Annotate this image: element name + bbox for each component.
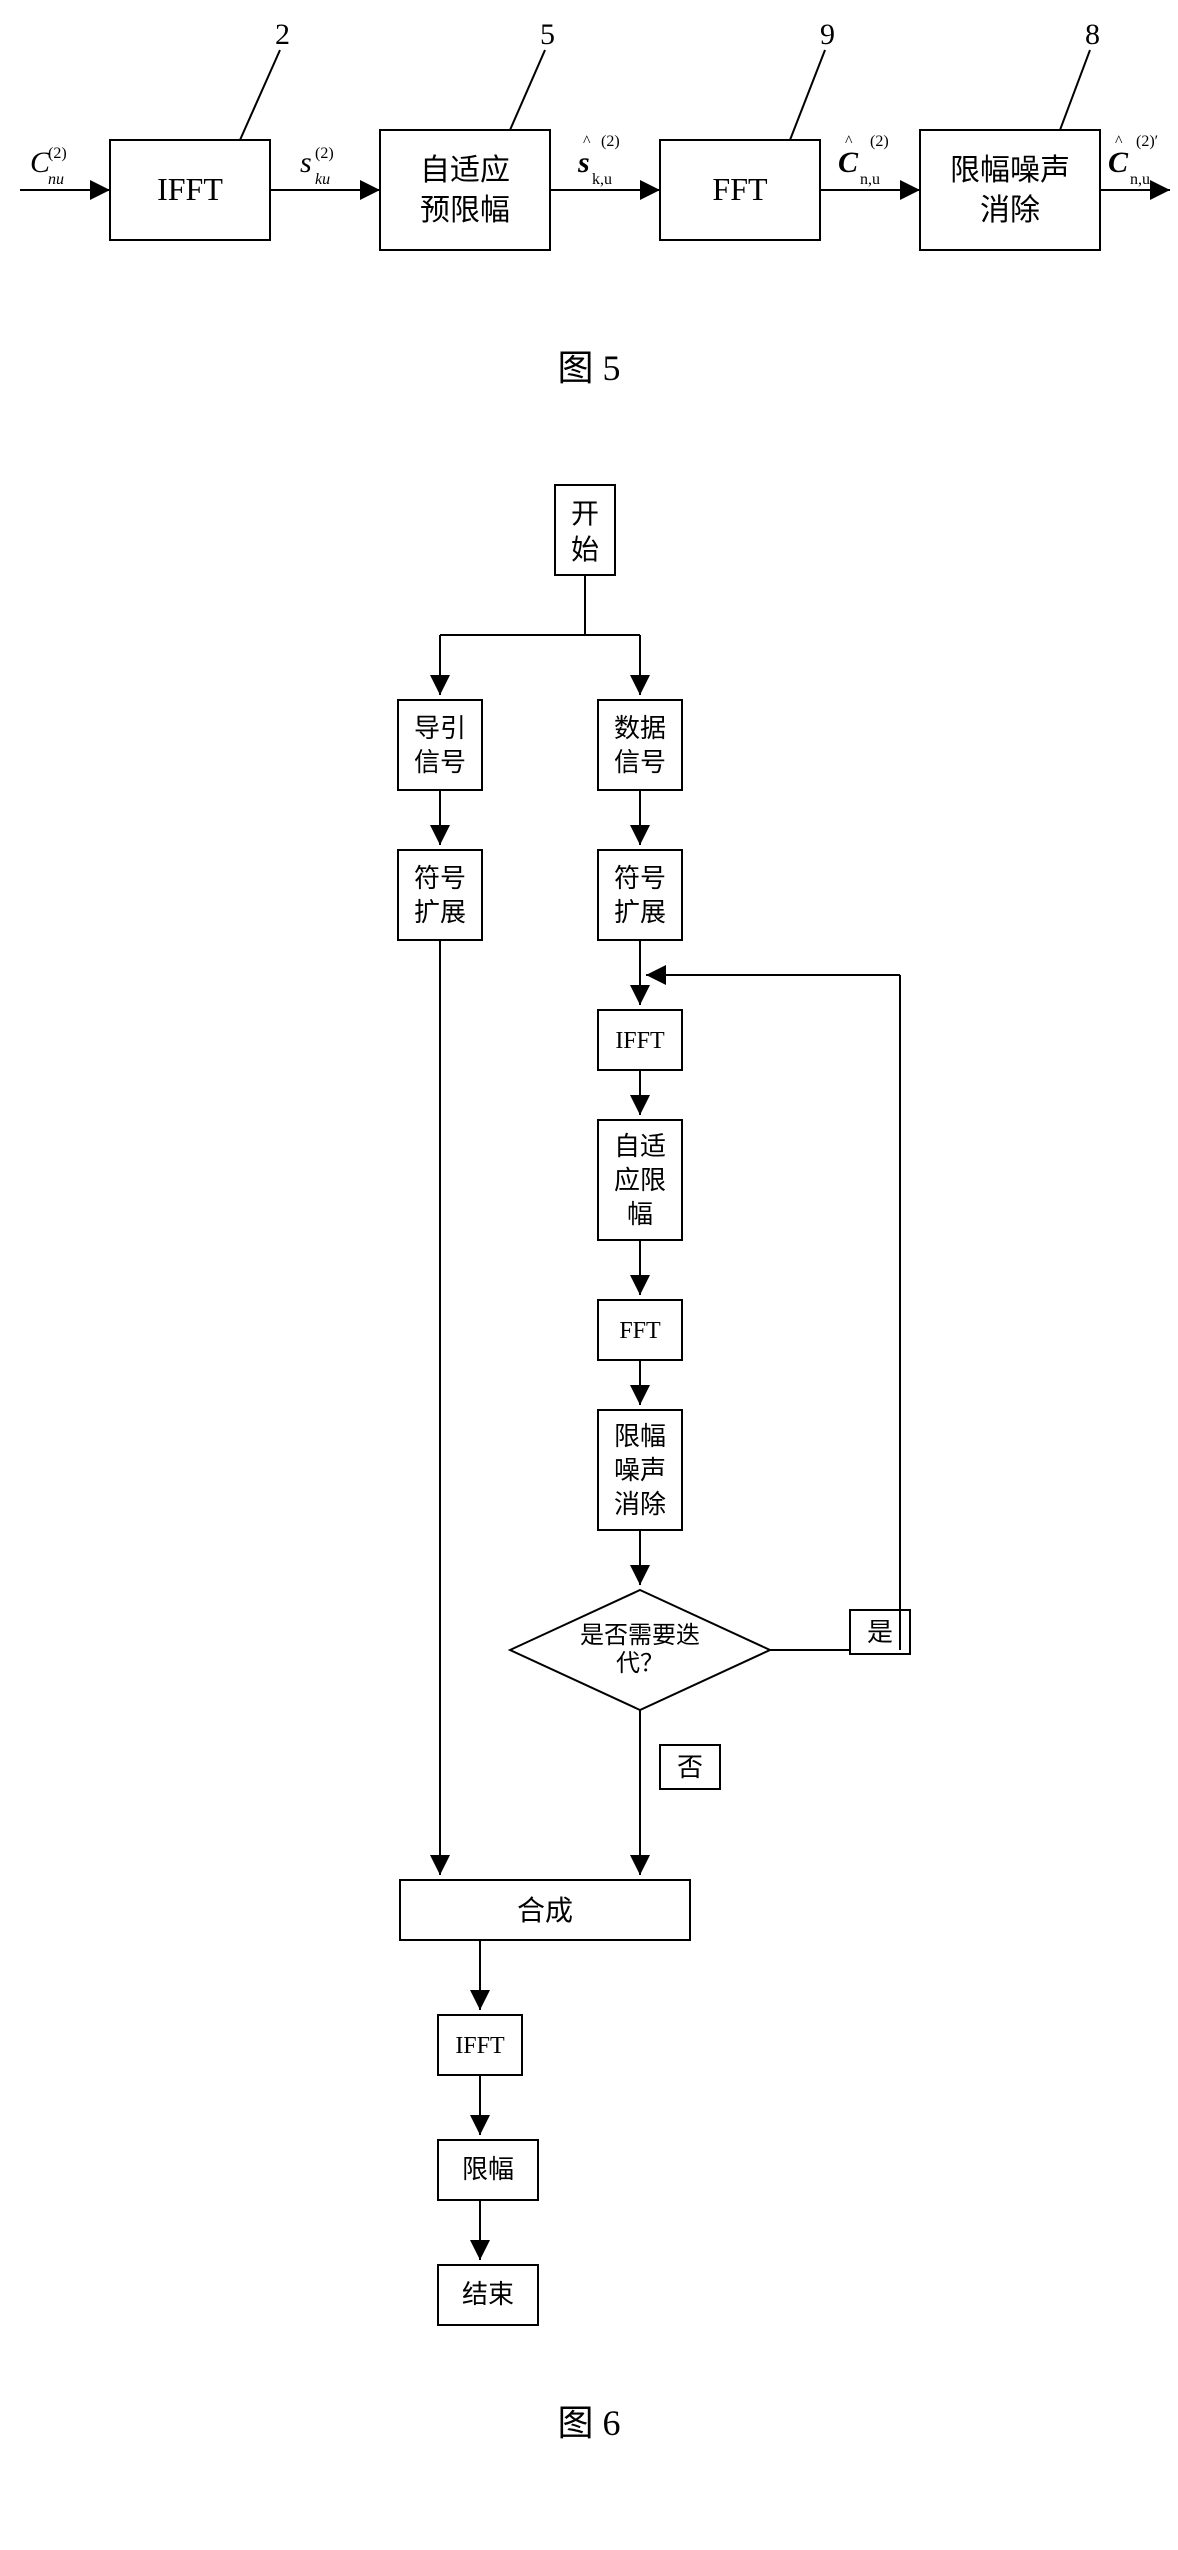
noise6-l1: 限幅 xyxy=(614,1422,666,1451)
signal-1: C (2) nu xyxy=(30,145,67,188)
pilot-l1: 导引 xyxy=(414,714,466,743)
noise-l1: 限幅噪声 xyxy=(950,154,1070,187)
noise6-l2: 噪声 xyxy=(614,1456,666,1485)
signal-4: ^ C (2) n,u xyxy=(838,133,889,188)
adaptive-box xyxy=(380,130,550,250)
symext-l-l2: 扩展 xyxy=(414,898,466,927)
decision-diamond xyxy=(510,1590,770,1710)
svg-text:nu: nu xyxy=(48,171,64,188)
noise6-l3: 消除 xyxy=(614,1490,666,1519)
fig5-caption: 图 5 xyxy=(557,348,620,388)
fft-label: FFT xyxy=(712,171,768,207)
svg-text:k,u: k,u xyxy=(592,171,612,188)
ifft2-label: IFFT xyxy=(455,2033,505,2059)
svg-text:C: C xyxy=(838,146,859,179)
figure-6-svg: 开 始 导引 信号 数据 信号 符号 扩展 符号 扩展 IFFT 自适 应限 幅… xyxy=(0,445,1178,2545)
noise-tag: 8 xyxy=(1085,18,1100,51)
signal-3: ^ s (2) k,u xyxy=(577,133,620,188)
symext-r-l2: 扩展 xyxy=(614,898,666,927)
adaptive-l2: 预限幅 xyxy=(420,194,510,227)
noise-box xyxy=(920,130,1100,250)
end-label: 结束 xyxy=(462,2280,514,2309)
ifft-label: IFFT xyxy=(157,171,223,207)
clip-label: 限幅 xyxy=(462,2155,514,2184)
symext-l-l1: 符号 xyxy=(414,864,466,893)
noise-l2: 消除 xyxy=(980,194,1040,227)
svg-text:(2): (2) xyxy=(315,145,334,162)
figure-5-svg: IFFT 2 自适应 预限幅 5 FFT 9 限幅噪声 消除 8 C (2) n… xyxy=(0,0,1178,440)
ifft1-label: IFFT xyxy=(615,1028,665,1054)
data-l2: 信号 xyxy=(614,748,666,777)
fft-tag: 9 xyxy=(820,18,835,51)
fft6-label: FFT xyxy=(619,1318,661,1344)
adapt-l3: 幅 xyxy=(627,1200,653,1229)
start-l1: 开 xyxy=(571,499,599,530)
combine-label: 合成 xyxy=(517,1895,573,1927)
signal-5: ^ C (2)′ n,u xyxy=(1108,133,1158,188)
data-l1: 数据 xyxy=(614,714,666,743)
adaptive-l1: 自适应 xyxy=(420,154,510,187)
adapt-l2: 应限 xyxy=(614,1166,666,1195)
svg-text:s: s xyxy=(300,146,312,179)
svg-text:ku: ku xyxy=(315,171,330,188)
decision-l2: 代？ xyxy=(616,1650,664,1677)
fig6-caption: 图 6 xyxy=(557,2403,620,2443)
symext-r-l1: 符号 xyxy=(614,864,666,893)
adapt-l1: 自适 xyxy=(614,1132,666,1161)
svg-text:n,u: n,u xyxy=(1130,171,1150,188)
svg-text:n,u: n,u xyxy=(860,171,880,188)
start-l2: 始 xyxy=(571,534,599,566)
no-label: 否 xyxy=(677,1753,703,1782)
adaptive-tag: 5 xyxy=(540,18,555,51)
ifft-tag: 2 xyxy=(275,18,290,51)
signal-2: s (2) ku xyxy=(300,145,334,188)
svg-text:(2): (2) xyxy=(870,133,889,150)
svg-text:(2)′: (2)′ xyxy=(1136,133,1158,150)
svg-text:C: C xyxy=(1108,146,1129,179)
svg-text:s: s xyxy=(577,146,590,179)
yes-label: 是 xyxy=(867,1618,893,1647)
svg-text:(2): (2) xyxy=(601,133,620,150)
decision-l1: 是否需要迭 xyxy=(580,1622,700,1649)
svg-text:(2): (2) xyxy=(48,145,67,162)
pilot-l2: 信号 xyxy=(414,748,466,777)
